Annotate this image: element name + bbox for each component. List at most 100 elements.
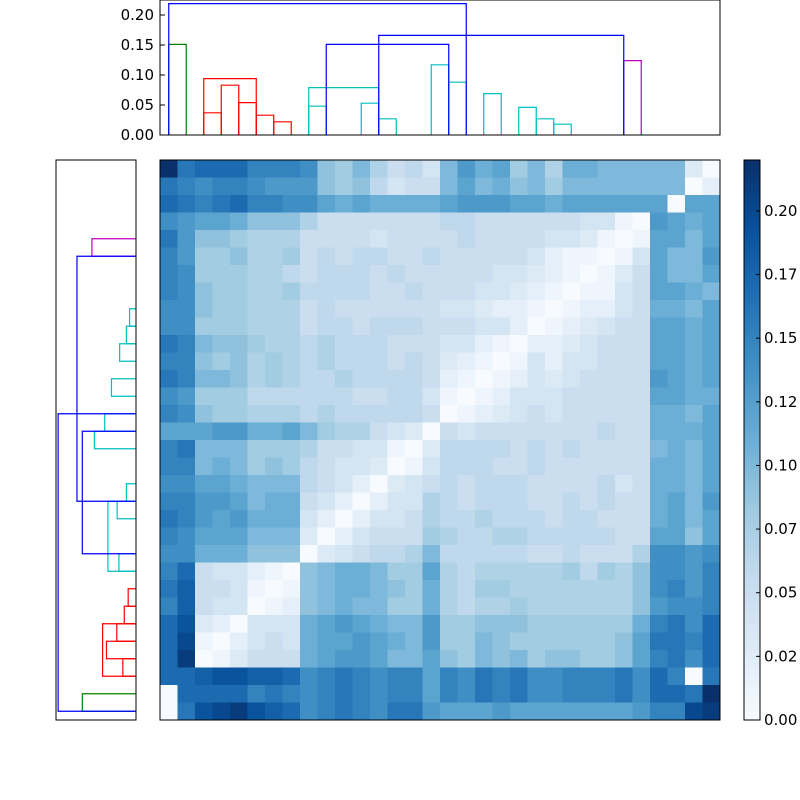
heatmap-cell <box>212 247 231 266</box>
heatmap-cell <box>335 527 353 546</box>
heatmap-cell <box>667 702 686 721</box>
heatmap-cell <box>300 422 318 441</box>
heatmap-cell <box>580 632 598 651</box>
heatmap-cell <box>492 440 511 458</box>
heatmap-cell <box>300 475 318 493</box>
heatmap-cell <box>265 317 283 336</box>
heatmap-cell <box>702 492 721 511</box>
heatmap-cell <box>545 230 563 248</box>
heatmap-cell <box>352 475 371 493</box>
heatmap-cell <box>457 615 476 633</box>
heatmap-cell <box>667 317 686 336</box>
heatmap-cell <box>195 702 213 721</box>
top-dendrogram-link <box>553 123 572 135</box>
heatmap-cell <box>265 632 283 651</box>
left-dendrogram-link <box>76 255 136 502</box>
heatmap-cell <box>370 370 388 388</box>
heatmap-cell <box>230 195 248 213</box>
heatmap-cell <box>510 510 528 528</box>
colorbar-tick-label: 0.10 <box>764 456 797 474</box>
heatmap-cell <box>667 335 686 353</box>
heatmap-cell <box>317 580 336 598</box>
heatmap-cell <box>475 615 493 633</box>
heatmap-cell <box>387 632 406 651</box>
heatmap-cell <box>387 177 406 196</box>
heatmap-cell <box>545 195 563 213</box>
heatmap-cell <box>667 475 686 493</box>
heatmap-cell <box>580 195 598 213</box>
heatmap-cell <box>440 457 458 476</box>
heatmap-cell <box>370 195 388 213</box>
heatmap-cell <box>440 265 458 283</box>
heatmap-cell <box>510 685 528 703</box>
heatmap-cell <box>282 387 301 406</box>
heatmap-cell <box>545 177 563 196</box>
heatmap-cell <box>510 615 528 633</box>
colorbar-tick-label: 0.15 <box>764 329 797 347</box>
heatmap-cell <box>615 422 633 441</box>
heatmap-cell <box>440 352 458 371</box>
heatmap-cell <box>195 650 213 668</box>
heatmap-cell <box>457 195 476 213</box>
heatmap-cell <box>492 510 511 528</box>
heatmap-cell <box>457 667 476 686</box>
heatmap-cell <box>440 195 458 213</box>
heatmap-cell <box>615 265 633 283</box>
heatmap-cell <box>352 160 371 178</box>
heatmap-cell <box>352 685 371 703</box>
heatmap-cell <box>580 440 598 458</box>
heatmap-cell <box>352 282 371 301</box>
heatmap-cell <box>195 282 213 301</box>
heatmap-cell <box>300 212 318 231</box>
heatmap-cell <box>422 405 441 423</box>
heatmap-cell <box>440 282 458 301</box>
top-dendrogram-tick-label: 0.20 <box>121 6 154 24</box>
heatmap-cell <box>440 510 458 528</box>
heatmap-cell <box>160 212 178 231</box>
heatmap-cell <box>440 632 458 651</box>
colorbar-tick-label: 0.05 <box>764 584 797 602</box>
heatmap-cell <box>282 597 301 616</box>
heatmap-cell <box>650 580 668 598</box>
heatmap-cell <box>562 212 581 231</box>
heatmap-cell <box>545 527 563 546</box>
heatmap-cell <box>685 387 703 406</box>
heatmap-cell <box>230 405 248 423</box>
heatmap-cell <box>195 685 213 703</box>
heatmap-cell <box>230 475 248 493</box>
heatmap-cell <box>352 597 371 616</box>
heatmap-cell <box>247 457 266 476</box>
heatmap-cell <box>440 160 458 178</box>
heatmap-cell <box>580 475 598 493</box>
heatmap-cell <box>247 265 266 283</box>
heatmap-cell <box>160 282 178 301</box>
heatmap-cell <box>195 440 213 458</box>
heatmap-cell <box>492 615 511 633</box>
heatmap-cell <box>650 527 668 546</box>
top-dendrogram-y-axis: 0.00 0.05 0.10 0.15 0.20 <box>121 6 165 144</box>
heatmap-cell <box>212 335 231 353</box>
heatmap-cell <box>510 265 528 283</box>
heatmap-cell <box>160 177 178 196</box>
heatmap-cell <box>667 685 686 703</box>
heatmap-cell <box>195 352 213 371</box>
heatmap-cell <box>282 300 301 318</box>
heatmap-cell <box>562 667 581 686</box>
heatmap-cell <box>685 475 703 493</box>
heatmap-cell <box>597 457 616 476</box>
heatmap-cell <box>195 545 213 563</box>
heatmap-cell <box>632 615 651 633</box>
heatmap-cell <box>632 650 651 668</box>
heatmap-cell <box>475 562 493 581</box>
heatmap-cell <box>457 597 476 616</box>
heatmap-cell <box>422 282 441 301</box>
heatmap-cell <box>597 300 616 318</box>
heatmap-cell <box>475 702 493 721</box>
heatmap-cell <box>580 352 598 371</box>
heatmap-cell <box>702 212 721 231</box>
heatmap-cell <box>177 562 196 581</box>
heatmap-cell <box>615 300 633 318</box>
heatmap-cell <box>317 667 336 686</box>
colorbar: 0.00 0.02 0.05 0.07 0.10 0.12 0.15 0.17 0.20 <box>743 159 797 729</box>
heatmap-cell <box>422 195 441 213</box>
